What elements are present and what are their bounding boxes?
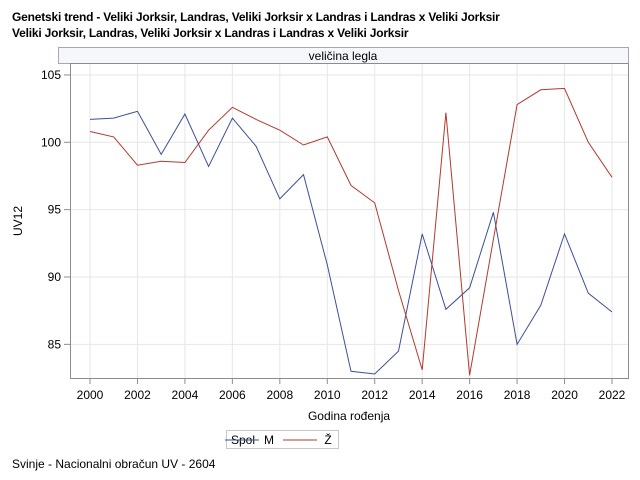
series-line-z (89, 87, 613, 376)
legend-label-m: M (264, 433, 274, 447)
x-tick-label: 2014 (409, 388, 436, 402)
x-tick-label: 2022 (599, 388, 626, 402)
x-tick-label: 2010 (314, 388, 341, 402)
x-tick-label: 2000 (77, 388, 104, 402)
y-tick-label: 95 (48, 203, 62, 217)
x-tick-label: 2008 (266, 388, 293, 402)
legend: Spol M Ž (225, 430, 339, 449)
y-tick-label: 100 (41, 135, 61, 149)
x-tick-label: 2012 (361, 388, 388, 402)
y-tick-label: 90 (48, 270, 62, 284)
x-tick-label: 2020 (551, 388, 578, 402)
x-tick-label: 2006 (219, 388, 246, 402)
y-tick-label: 85 (48, 337, 62, 351)
x-axis-title: Godina rođenja (308, 409, 390, 423)
y-tick-label: 105 (41, 68, 61, 82)
chart-title-line-1: Genetski trend - Veliki Jorksir, Landras… (12, 10, 500, 24)
x-tick-label: 2018 (504, 388, 531, 402)
plot-frame (70, 63, 629, 379)
legend-label-z: Ž (324, 432, 331, 447)
x-tick-label: 2002 (124, 388, 151, 402)
footer-note: Svinje - Nacionalni obračun UV - 2604 (12, 457, 216, 471)
chart-title-line-2: Veliki Jorksir, Landras, Veliki Jorksir … (12, 26, 409, 40)
x-tick-label: 2004 (172, 388, 199, 402)
x-tick-label: 2016 (456, 388, 483, 402)
panel-title: veličina legla (309, 49, 378, 63)
y-axis-title: UV12 (11, 206, 25, 236)
series-line-m (89, 110, 613, 375)
